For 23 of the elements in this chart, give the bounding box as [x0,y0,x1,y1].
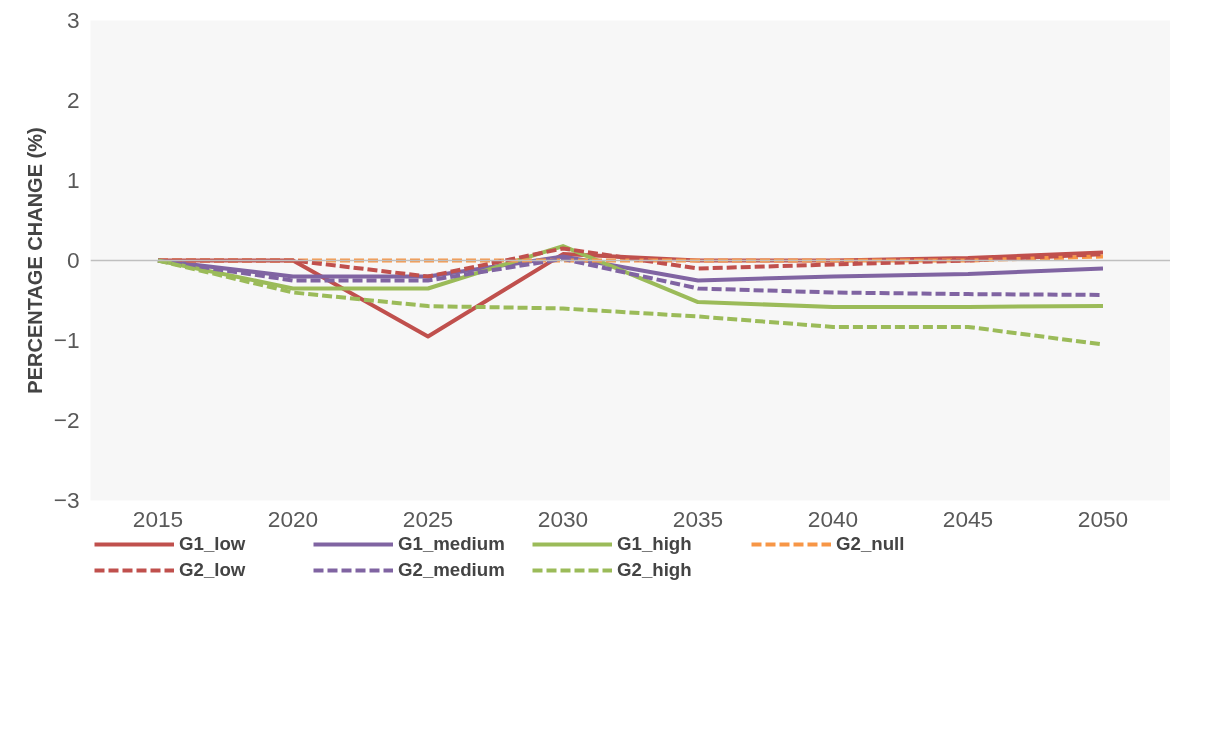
y-tick-label: −1 [53,327,80,353]
x-tick-label: 2045 [942,505,994,532]
legend-label: G2_null [836,533,906,555]
legend-label: G2_medium [398,559,506,581]
y-tick-label: 2 [66,87,80,113]
x-tick-label: 2050 [1077,505,1129,532]
x-tick-label: 2025 [402,505,454,532]
x-tick-label: 2030 [537,505,589,532]
x-tick-label: 2040 [807,505,859,532]
x-tick-label: 2020 [267,505,319,532]
y-tick-label: 0 [66,247,80,273]
y-tick-label: 1 [66,167,80,193]
y-axis-title: PERCENTAGE CHANGE (%) [23,127,46,394]
y-tick-label: 3 [66,7,80,33]
y-tick-label: −3 [53,487,80,513]
x-tick-label: 2035 [672,505,724,532]
legend-label: G2_high [617,559,693,581]
legend-label: G2_low [179,559,247,581]
legend-label: G1_high [617,533,693,555]
legend-label: G1_low [179,533,247,555]
x-tick-label: 2015 [132,505,184,532]
legend-label: G1_medium [398,533,506,555]
y-tick-label: −2 [53,407,80,433]
